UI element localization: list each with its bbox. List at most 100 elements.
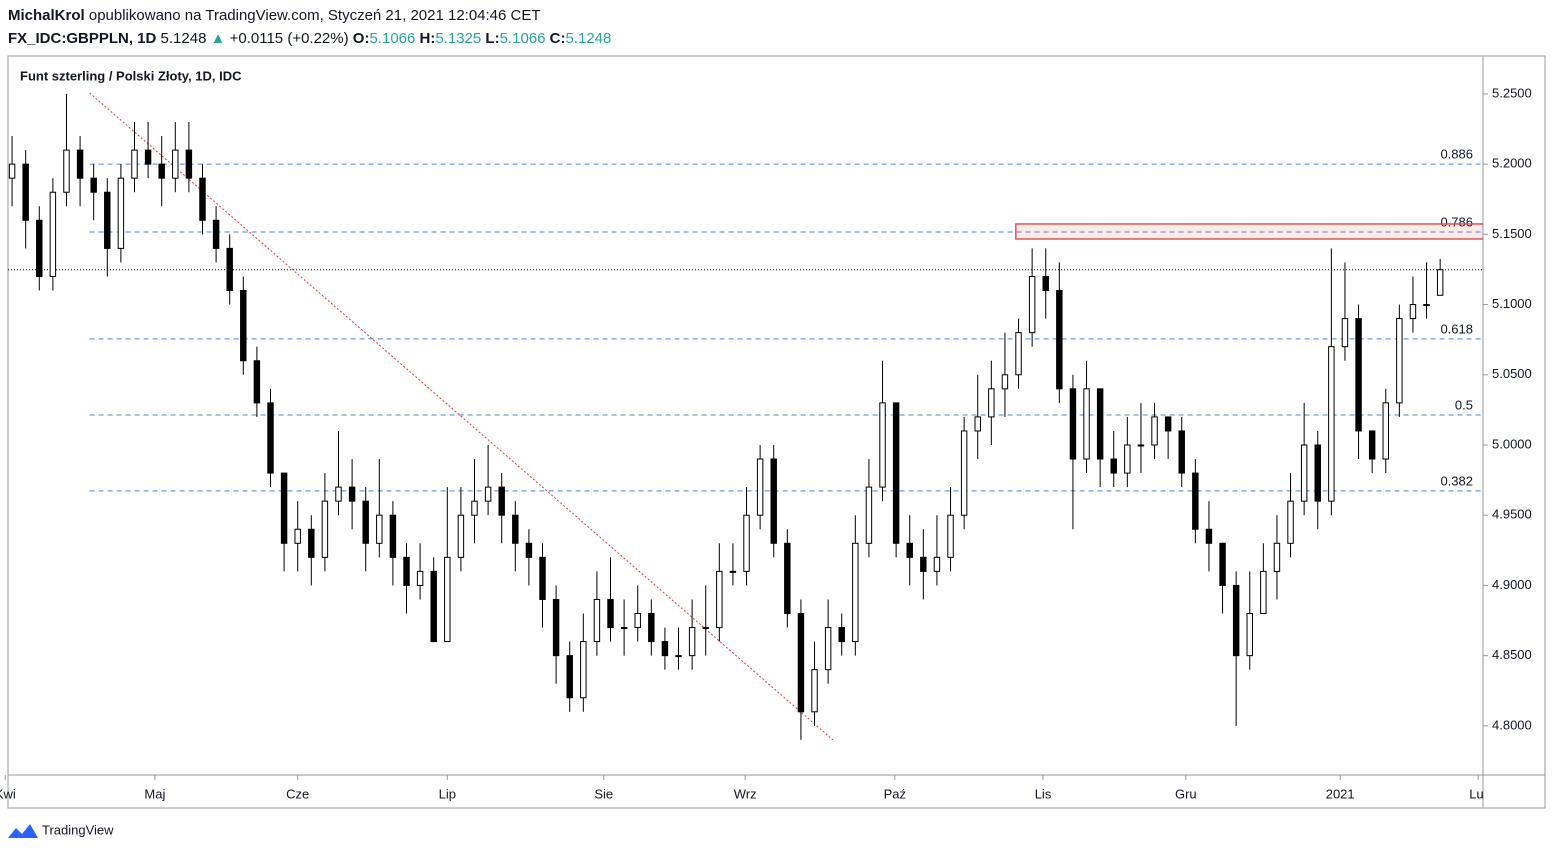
- y-tick-label: 5.1000: [1492, 296, 1532, 311]
- candle-body: [1232, 584, 1240, 657]
- candle-body: [1151, 416, 1158, 446]
- x-tick-label: Kwi: [0, 786, 16, 801]
- level-label: 0.786: [1440, 214, 1473, 229]
- close: 5.1248: [565, 30, 611, 47]
- candle-body: [1083, 388, 1090, 460]
- x-tick-label: Sie: [594, 786, 613, 801]
- candle-body: [212, 219, 220, 249]
- candle-body: [403, 556, 410, 586]
- candle-body: [321, 500, 329, 558]
- candle-body: [362, 500, 369, 544]
- candle-body: [552, 598, 560, 657]
- symbol: FX_IDC:GBPPLN, 1D: [8, 30, 157, 47]
- logo: TradingView: [8, 822, 114, 838]
- candle-body: [240, 290, 247, 362]
- y-tick-label: 4.8500: [1492, 647, 1532, 662]
- candle-body: [947, 514, 954, 558]
- candle-body: [430, 570, 437, 643]
- candle-body: [1056, 290, 1063, 390]
- candle-body: [702, 627, 709, 630]
- candle-body: [8, 163, 16, 179]
- y-tick-label: 4.9000: [1492, 577, 1532, 592]
- x-tick-label: Lip: [439, 786, 456, 801]
- candle-body: [63, 149, 70, 193]
- candle-body: [49, 191, 57, 277]
- candle-body: [1382, 402, 1389, 460]
- candle-body: [770, 458, 777, 544]
- candle-body: [607, 598, 614, 629]
- candle-body: [104, 191, 111, 249]
- candle-body: [348, 486, 356, 502]
- candle-body: [1409, 304, 1417, 320]
- candle-body: [1287, 500, 1294, 544]
- candle-body: [1260, 570, 1267, 615]
- candle-body: [1164, 416, 1172, 432]
- candle-body: [1300, 444, 1308, 502]
- price: 5.1248: [161, 30, 207, 47]
- author: MichalKrol: [8, 7, 85, 24]
- x-tick-label: Maj: [144, 786, 165, 801]
- close-label: C:: [550, 30, 566, 47]
- candle-body: [838, 627, 845, 643]
- x-tick-label: Lut: [1469, 786, 1487, 801]
- candle-body: [879, 402, 886, 488]
- candle-body: [743, 514, 750, 572]
- candle-body: [1328, 346, 1335, 502]
- candle-body: [131, 149, 138, 179]
- candle-body: [756, 458, 764, 516]
- candle-body: [1205, 528, 1213, 544]
- y-tick-label: 5.2000: [1492, 156, 1532, 171]
- candle-body: [376, 514, 383, 544]
- candle-body: [1028, 275, 1036, 334]
- candle-body: [539, 556, 546, 600]
- header-line: MichalKrol opublikowano na TradingView.c…: [8, 7, 541, 24]
- candle-body: [444, 556, 451, 643]
- x-axis: Kwi Maj Cze Lip Sie Wrz Paź Lis Gru 2021 Lut: [0, 775, 1487, 801]
- candle-body: [267, 402, 274, 474]
- candle-body: [824, 627, 832, 671]
- candle-body: [865, 486, 873, 544]
- candle-body: [144, 149, 152, 165]
- candle-body: [906, 542, 913, 558]
- candle-body: [1341, 318, 1349, 348]
- candle-body: [498, 486, 505, 516]
- candle-body: [1246, 613, 1253, 657]
- x-tick-label: Paź: [884, 786, 906, 801]
- candle-body: [1436, 269, 1444, 296]
- candle-body: [335, 486, 342, 502]
- candle-body: [1423, 304, 1430, 307]
- candle-body: [1137, 444, 1145, 447]
- trendline: [89, 92, 834, 741]
- x-tick-label: Cze: [286, 786, 309, 801]
- candle-body: [784, 542, 791, 615]
- published: opublikowano na TradingView.com, Styczeń…: [89, 7, 541, 24]
- candle-body: [933, 556, 941, 572]
- candle-body: [471, 500, 478, 516]
- candle-body: [90, 177, 97, 193]
- arrow: ▲: [211, 30, 226, 47]
- resistance-zone: [1015, 223, 1483, 240]
- candle-body: [158, 163, 165, 179]
- candle-body: [634, 613, 641, 629]
- level-label: 0.5: [1455, 397, 1473, 412]
- candle-body: [593, 598, 601, 643]
- low-label: L:: [485, 30, 499, 47]
- change-pct: (+0.22%): [287, 30, 348, 47]
- candle-body: [1001, 374, 1009, 390]
- candle-body: [172, 149, 179, 179]
- candle-body: [1042, 275, 1049, 292]
- candle-body: [566, 655, 573, 699]
- candle-body: [512, 514, 519, 544]
- candle-body: [1069, 388, 1077, 460]
- candle-body: [852, 542, 859, 643]
- candle-body: [1273, 542, 1281, 572]
- candle-body: [416, 570, 424, 586]
- x-tick-label: Gru: [1175, 786, 1197, 801]
- x-tick-label: Wrz: [734, 786, 757, 801]
- y-tick-label: 4.8000: [1492, 717, 1532, 732]
- candle-body: [920, 556, 927, 572]
- candle-body: [729, 570, 737, 573]
- logo-icon: [8, 824, 38, 838]
- chart-title: Funt szterling / Polski Złoty, 1D, IDC: [20, 68, 242, 83]
